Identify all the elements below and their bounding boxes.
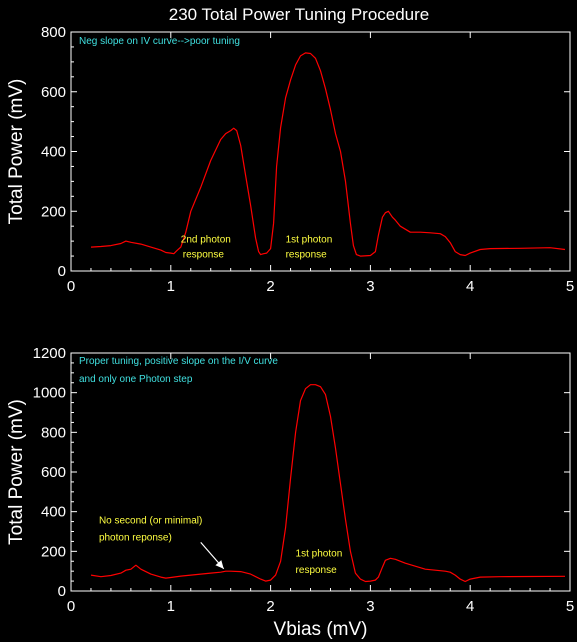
annotation-text: Neg slope on IV curve-->poor tuning: [79, 36, 240, 47]
top-plot: 0 1 2 3 4 5 0 200 400 600 800 Total Power (mV) Neg s…: [6, 24, 574, 295]
annotation-text: photon reponse): [99, 532, 172, 543]
x-tick-label: 1: [167, 598, 175, 615]
y-tick-label: 600: [41, 464, 66, 481]
annotation-text: response: [296, 565, 338, 576]
y-tick-label: 0: [58, 583, 66, 600]
annotation-text: and only one Photon step: [79, 374, 193, 385]
y-tick-label: 800: [41, 424, 66, 441]
figure-title: 230 Total Power Tuning Procedure: [169, 5, 430, 24]
series-line: [90, 52, 566, 257]
annotation-arrowhead: [215, 560, 224, 569]
x-axis-label: Vbias (mV): [274, 619, 368, 640]
y-tick-label: 1200: [33, 345, 66, 362]
x-tick-label: 0: [67, 278, 75, 295]
x-tick-label: 2: [266, 598, 274, 615]
x-tick-label: 4: [466, 598, 474, 615]
annotation-text: 2nd photon: [181, 235, 231, 246]
y-tick-label: 200: [41, 543, 66, 560]
annotation-text: response: [286, 250, 328, 261]
x-tick-label: 5: [566, 598, 574, 615]
annotation-text: 1st photon: [296, 548, 343, 559]
y-tick-label: 0: [58, 263, 66, 280]
x-tick-label: 1: [167, 278, 175, 295]
annotation-text: 1st photon: [286, 235, 333, 246]
x-tick-label: 0: [67, 598, 75, 615]
annotation-text: No second (or minimal): [99, 516, 202, 527]
y-tick-label: 1000: [33, 385, 66, 402]
y-tick-label: 200: [41, 203, 66, 220]
y-tick-label: 400: [41, 504, 66, 521]
x-tick-label: 2: [266, 278, 274, 295]
y-axis-label: Total Power (mV): [6, 79, 27, 225]
y-tick-label: 600: [41, 84, 66, 101]
y-axis-label: Total Power (mV): [6, 399, 27, 545]
x-tick-label: 3: [366, 598, 374, 615]
x-tick-label: 5: [566, 278, 574, 295]
bottom-plot: 0 1 2 3 4 5 0 200 400 600 800 1000 1200 Total Power (…: [6, 345, 574, 640]
annotation-text: Proper tuning, positive slope on the I/V…: [79, 356, 278, 367]
x-tick-label: 4: [466, 278, 474, 295]
annotation-text: response: [183, 250, 225, 261]
x-tick-label: 3: [366, 278, 374, 295]
series-line: [90, 384, 566, 583]
y-tick-label: 800: [41, 24, 66, 41]
y-tick-label: 400: [41, 144, 66, 161]
